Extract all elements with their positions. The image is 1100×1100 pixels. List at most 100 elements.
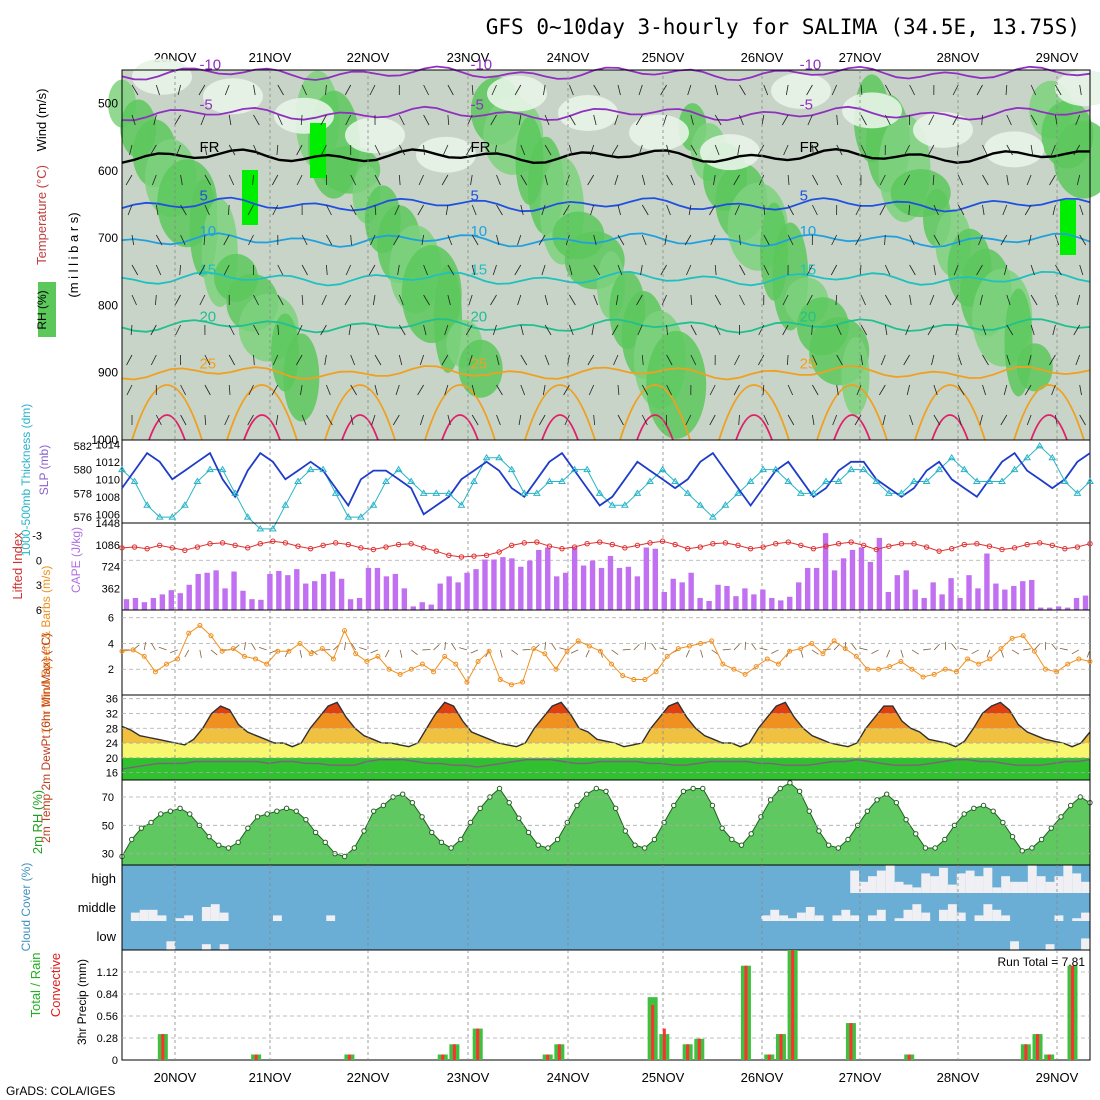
thickness-marker [985, 477, 994, 484]
wind-barb [933, 414, 941, 426]
wind-barb [782, 294, 789, 306]
wind-speed-marker [887, 664, 893, 670]
wind-speed-marker [297, 640, 303, 646]
wind-barb [904, 144, 910, 156]
lifted-index-marker [496, 549, 502, 555]
lifted-index-marker [1037, 540, 1043, 546]
hot-contour [541, 414, 579, 441]
wind-barb [490, 294, 497, 306]
wind-barb [350, 174, 357, 186]
wind-barb [709, 384, 716, 396]
wind-barb [1055, 114, 1058, 126]
bottom-date-label: 22NOV [347, 1070, 390, 1085]
wind-barb [180, 174, 183, 186]
lifted-index-marker [295, 543, 301, 549]
hot-contour [931, 414, 969, 441]
wind-barb [223, 264, 230, 276]
wind-barb [763, 234, 770, 246]
wind-barb [345, 264, 352, 276]
cape-tick: 724 [102, 562, 120, 574]
rh-marker [187, 811, 193, 817]
wind-speed-marker [742, 671, 748, 677]
lifted-index-marker [395, 541, 402, 548]
wind-speed-marker [408, 666, 414, 672]
cape-bar [831, 570, 838, 610]
thickness-marker [884, 489, 893, 496]
lifted-index-marker [672, 541, 678, 548]
wind-barb [641, 204, 649, 216]
lifted-index-marker [1087, 541, 1093, 547]
rh-marker [245, 825, 251, 831]
contour-label: -10 [800, 56, 822, 73]
top-date-labels: 20NOV 21NOV 22NOV 23NOV 24NOV 25NOV 26NOV 27NOV… [154, 50, 1079, 65]
cloud-fill [805, 907, 815, 921]
wind-barb [1079, 264, 1084, 276]
rh-marker [738, 842, 745, 848]
cloud-level-label: middle [78, 900, 116, 915]
wind-barb [982, 384, 987, 396]
top-date-label: 27NOV [839, 50, 882, 65]
wind-barb [836, 354, 843, 366]
cloud-fill [903, 884, 913, 893]
wind-barb [1030, 324, 1035, 336]
wind-barb [471, 264, 476, 276]
wind-barb [982, 354, 989, 366]
wind-barb [909, 294, 912, 306]
thickness-marker [910, 477, 918, 484]
wind-barb [296, 354, 303, 366]
thickness-marker [268, 524, 277, 532]
cloud-fill [201, 907, 211, 921]
wind-barb [447, 414, 451, 426]
warm-contour [914, 384, 986, 441]
wind-barb [471, 234, 479, 246]
wind-barb [492, 264, 497, 276]
cloud-fill [956, 873, 966, 893]
wind-barb [666, 144, 670, 156]
wind-barb [739, 234, 741, 246]
wind-barb [131, 294, 137, 306]
lifted-index-marker [823, 543, 829, 549]
wind-barb [763, 204, 766, 216]
pressure-tick: 1000 [91, 433, 118, 447]
wind-barb [1059, 648, 1068, 651]
contour-label: 20 [199, 309, 216, 326]
lifted-index-marker [483, 552, 490, 559]
thickness-marker [143, 501, 152, 508]
wind-barb [200, 114, 206, 126]
wind-barb [733, 174, 740, 186]
lifted-index-tick: 6 [36, 605, 42, 617]
lifted-index-marker [609, 541, 615, 548]
rh-marker [274, 808, 280, 814]
wind-barb [451, 643, 457, 651]
cloud-fill [770, 909, 780, 921]
cape-bar [804, 567, 811, 610]
lifted-index-marker [408, 541, 414, 547]
cloud-fill [166, 941, 176, 950]
thickness-marker [155, 513, 164, 520]
wind-barb [957, 204, 965, 216]
wind-barb [467, 114, 473, 126]
lifted-index-marker [1049, 542, 1055, 549]
wind-barb [492, 324, 497, 336]
wind-speed-marker [675, 646, 681, 652]
cape-tick: 1086 [96, 540, 120, 552]
wind-barb [210, 649, 218, 656]
temperature-contour [121, 105, 1091, 122]
wind-speed-marker [842, 646, 848, 652]
rh-marker [864, 808, 871, 814]
wind-barb [370, 649, 379, 654]
wind-barb [688, 204, 692, 216]
precip-convective-bar [546, 1054, 550, 1060]
rh-marker [506, 799, 512, 806]
contour-label: -5 [470, 97, 483, 114]
rh-marker [138, 825, 145, 831]
wind-barb [129, 144, 133, 156]
precip-convective-bar [452, 1044, 456, 1060]
wind-barb [350, 204, 357, 216]
wind-barb [326, 384, 331, 396]
wind-barb [150, 354, 157, 366]
rh-marker [177, 805, 183, 812]
wind-barb [174, 294, 181, 306]
wind-barb [544, 294, 549, 306]
